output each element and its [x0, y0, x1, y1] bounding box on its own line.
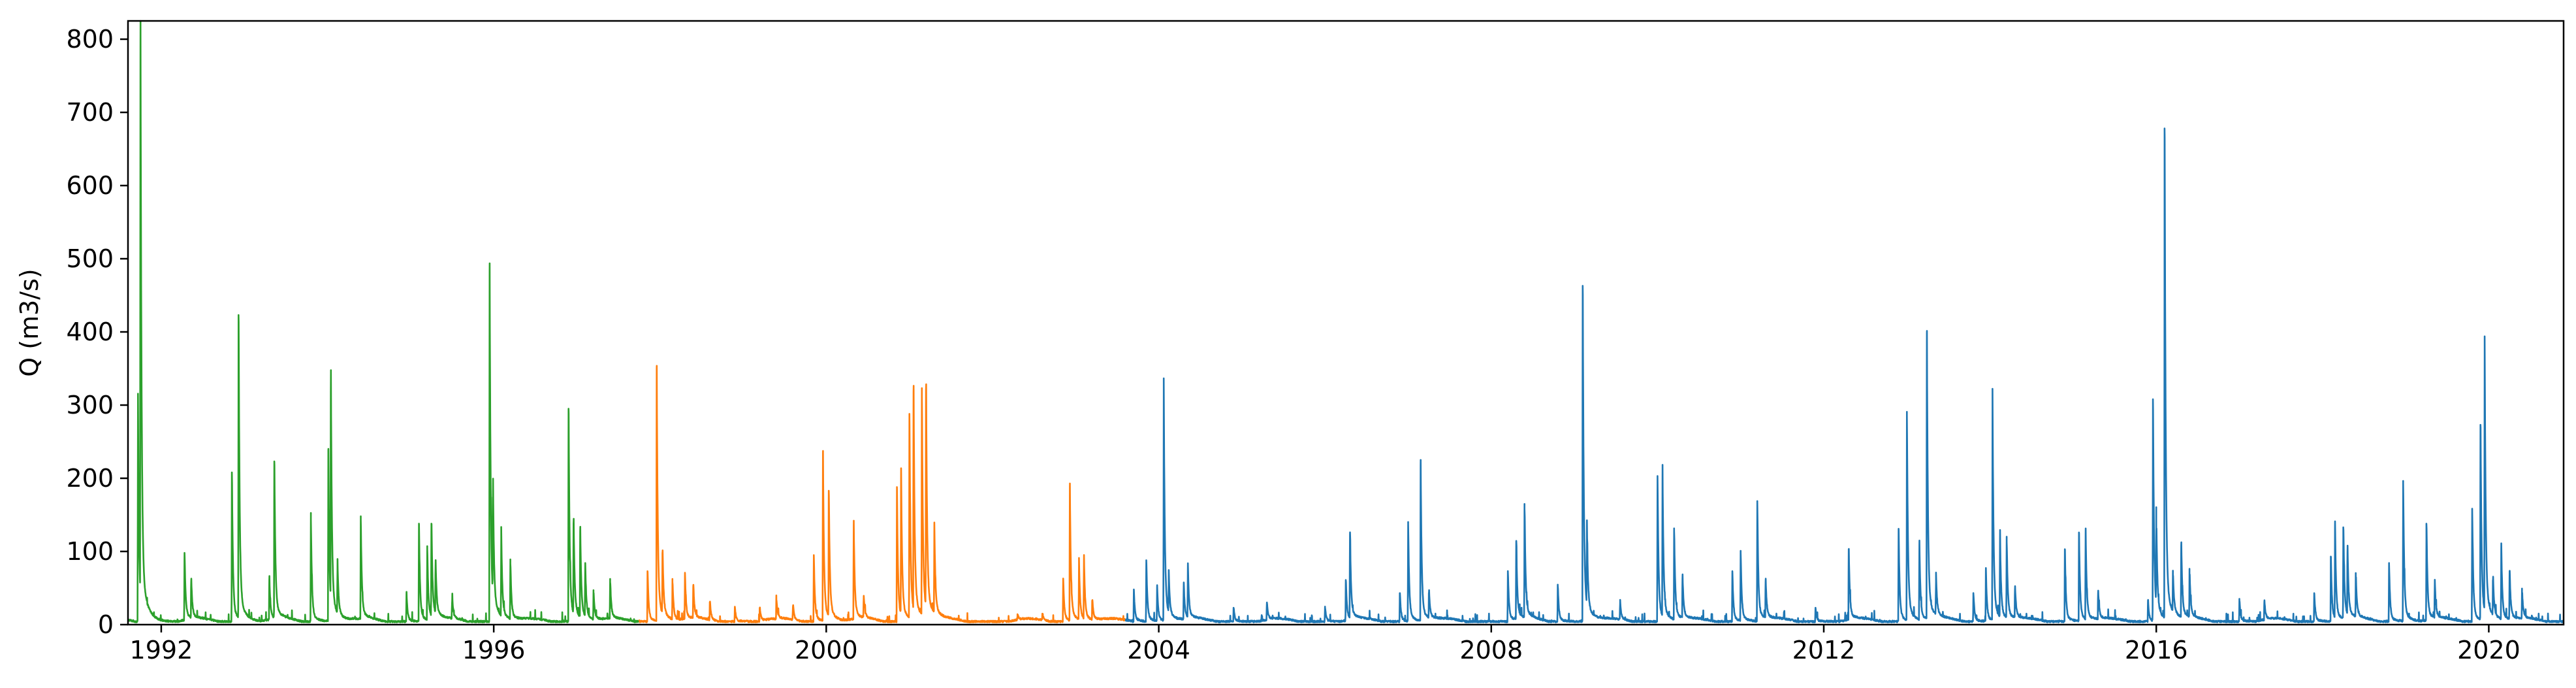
plot-background: [128, 21, 2564, 625]
y-tick-label: 700: [66, 98, 114, 127]
y-tick-label: 100: [66, 537, 114, 566]
y-tick-label: 300: [66, 391, 114, 419]
series-line-1: [127, 20, 640, 623]
x-tick-label: 2012: [1792, 636, 1856, 664]
plot-frame: [127, 20, 2565, 626]
x-tick-label: 1996: [462, 636, 526, 664]
x-axis: 1992 1996 2000 2004 2008 2012 2016 2020: [130, 625, 2520, 664]
x-tick-label: 2008: [1459, 636, 1523, 664]
x-tick-label: 2016: [2125, 636, 2188, 664]
series-layer: [127, 20, 2565, 623]
y-tick-label: 400: [66, 318, 114, 346]
x-tick-label: 2000: [795, 636, 858, 664]
x-tick-label: 2020: [2457, 636, 2520, 664]
series-line-2: [638, 365, 1126, 623]
y-tick-label: 800: [66, 25, 114, 54]
x-tick-label: 1992: [130, 636, 193, 664]
y-tick-label: 0: [98, 610, 114, 639]
y-tick-label: 500: [66, 244, 114, 273]
y-axis-label: Q (m3/s): [15, 269, 44, 376]
y-tick-label: 600: [66, 171, 114, 200]
series-line-3: [1124, 127, 2565, 623]
x-tick-label: 2004: [1127, 636, 1190, 664]
y-axis: 0 100 200 300 400 500 600 700 800: [66, 25, 128, 639]
y-tick-label: 200: [66, 464, 114, 493]
